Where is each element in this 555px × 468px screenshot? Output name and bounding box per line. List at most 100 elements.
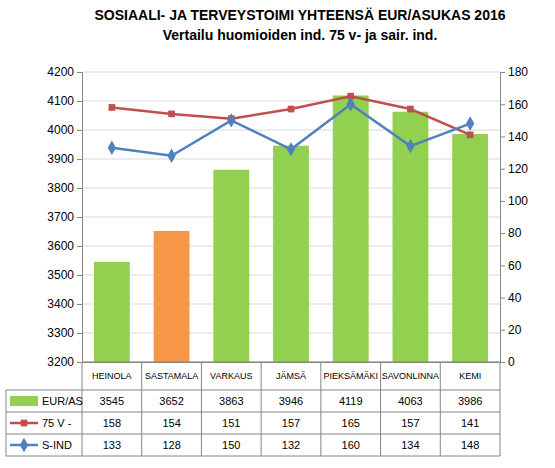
- table-value: 132: [282, 439, 300, 451]
- y-tick-mark: [77, 188, 82, 189]
- table-value: 148: [461, 439, 479, 451]
- y2-tick: 40: [500, 291, 522, 305]
- y-tick: 3200: [47, 355, 82, 369]
- table-border: [201, 362, 202, 456]
- marker: [407, 106, 414, 113]
- y-tick: 3500: [47, 268, 82, 282]
- table-border: [141, 362, 142, 456]
- y2-tick: 20: [500, 323, 522, 337]
- grid-line: [82, 72, 500, 73]
- x-tick: JÄMSÄ: [276, 362, 306, 381]
- marks: [94, 93, 488, 362]
- table-value: 157: [401, 417, 419, 429]
- y-tick: 3400: [47, 297, 82, 311]
- y-tick-label: 3300: [47, 326, 74, 340]
- y-tick-mark: [77, 101, 82, 102]
- legend-label: 75 V -: [42, 417, 72, 429]
- y2-tick: 60: [500, 259, 522, 273]
- y2-tick-label: 80: [508, 226, 522, 240]
- y2-tick-mark: [500, 298, 505, 299]
- table-value: 160: [342, 439, 360, 451]
- y2-axis: 0 20 40 60 80 100 120 140 160 180: [500, 65, 528, 369]
- x-tick-label: KEMI: [459, 371, 481, 381]
- y2-tick: 120: [500, 162, 528, 176]
- y-tick-label: 4000: [47, 123, 74, 137]
- table-border: [440, 362, 441, 456]
- y-tick-mark: [77, 72, 82, 73]
- table-border: [6, 412, 500, 413]
- y-tick-label: 3700: [47, 210, 74, 224]
- table-value: 3652: [159, 395, 183, 407]
- marker: [347, 97, 355, 111]
- line: [112, 104, 470, 156]
- y2-tick-mark: [500, 104, 505, 105]
- table-border: [6, 434, 500, 435]
- y2-tick-label: 0: [508, 355, 515, 369]
- table-value: 165: [342, 417, 360, 429]
- x-tick-label: HEINOLA: [92, 371, 132, 381]
- y-tick-label: 3400: [47, 297, 74, 311]
- table-value: 4063: [398, 395, 422, 407]
- y-tick-label: 4100: [47, 94, 74, 108]
- y2-tick: 100: [500, 194, 528, 208]
- grid: [82, 72, 500, 362]
- legend-label: S-IND: [42, 439, 72, 451]
- y-axis-line: [77, 73, 83, 363]
- table-value: 3545: [100, 395, 124, 407]
- y2-axis-line: [501, 73, 506, 363]
- bar: [333, 95, 369, 362]
- legend-label: EUR/AS: [42, 395, 83, 407]
- y2-tick: 180: [500, 65, 528, 79]
- legend-marker: [20, 438, 28, 452]
- table-border: [6, 390, 7, 456]
- x-tick: KEMI: [459, 362, 481, 381]
- y2-tick-mark: [500, 362, 505, 363]
- marker: [109, 104, 116, 111]
- table-value: 158: [103, 417, 121, 429]
- table-value: 3986: [458, 395, 482, 407]
- bar: [213, 170, 249, 362]
- y-tick-label: 3800: [47, 181, 74, 195]
- y2-tick-label: 180: [508, 65, 528, 79]
- y2-tick: 160: [500, 98, 528, 112]
- y2-tick-label: 140: [508, 130, 528, 144]
- y-tick-mark: [77, 275, 82, 276]
- y-tick: 3700: [47, 210, 82, 224]
- chart: SOSIAALI- JA TERVEYSTOIMI YHTEENSÄ EUR/A…: [0, 0, 555, 468]
- y-tick: 4100: [47, 94, 82, 108]
- y-tick-mark: [77, 159, 82, 160]
- table-value: 3946: [279, 395, 303, 407]
- marker: [406, 139, 414, 153]
- y2-tick-label: 40: [508, 291, 522, 305]
- table-value: 154: [162, 417, 180, 429]
- y2-tick-mark: [500, 169, 505, 170]
- y2-tick-mark: [500, 265, 505, 266]
- x-axis: HEINOLASASTAMALAVARKAUSJÄMSÄPIEKSÄMÄKISA…: [83, 362, 501, 381]
- marker: [287, 142, 295, 156]
- legend-swatch: [10, 396, 38, 406]
- y2-tick-label: 160: [508, 98, 528, 112]
- y2-tick-mark: [500, 136, 505, 137]
- y2-tick-label: 60: [508, 259, 522, 273]
- table-border: [6, 456, 500, 457]
- bar: [452, 134, 488, 362]
- marker: [466, 116, 474, 130]
- y2-tick: 0: [500, 355, 515, 369]
- table-value: 141: [461, 417, 479, 429]
- y-tick-mark: [77, 333, 82, 334]
- y-tick: 3300: [47, 326, 82, 340]
- y-tick-label: 3500: [47, 268, 74, 282]
- grid-line: [82, 130, 500, 131]
- y-tick-label: 3200: [47, 355, 74, 369]
- table-value: 4119: [339, 395, 363, 407]
- y2-tick-mark: [500, 233, 505, 234]
- marker: [467, 131, 474, 138]
- marker: [227, 113, 235, 127]
- bar: [273, 146, 309, 362]
- y-tick-mark: [77, 130, 82, 131]
- bar: [393, 112, 429, 362]
- table-border: [320, 362, 321, 456]
- x-tick: HEINOLA: [92, 362, 132, 381]
- x-axis-line: [83, 362, 501, 363]
- y-tick: 3800: [47, 181, 82, 195]
